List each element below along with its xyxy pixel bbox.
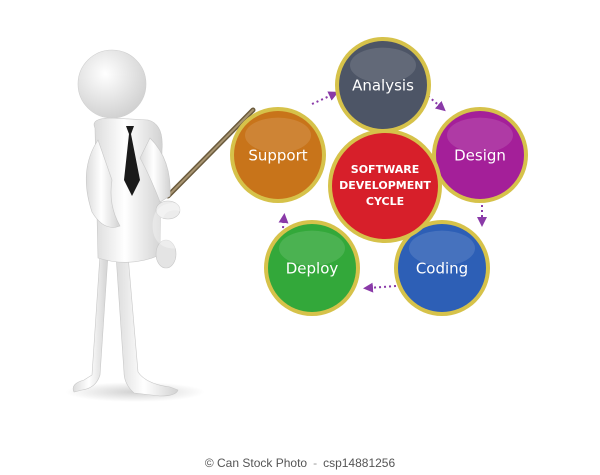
footer-credit: © Can Stock Photo - csp14881256: [0, 450, 600, 475]
node-label-coding: Coding: [416, 260, 468, 278]
hand: [155, 239, 177, 269]
node-circle-support: [234, 111, 322, 199]
cycle-arrow: [427, 95, 446, 112]
necktie: [124, 126, 140, 196]
left-arm: [85, 139, 121, 228]
footer-id: csp14881256: [323, 455, 396, 470]
node-label-analysis: Analysis: [352, 77, 414, 95]
center-label-line: CYCLE: [366, 195, 404, 208]
node-deploy: Deploy: [264, 220, 360, 316]
footer-separator: -: [313, 455, 318, 470]
footer-brand: © Can Stock Photo: [204, 455, 308, 470]
right-leg: [115, 254, 179, 397]
head: [77, 49, 147, 119]
cycle-arrow: [278, 213, 289, 239]
cycle-arrow: [311, 91, 339, 105]
node-circle-coding: [398, 224, 486, 312]
node-label-support: Support: [248, 147, 307, 165]
node-analysis: Analysis: [335, 37, 431, 133]
node-coding: Coding: [394, 220, 490, 316]
center-node: SOFTWARE DEVELOPMENT CYCLE: [328, 129, 442, 243]
node-label-deploy: Deploy: [286, 260, 339, 278]
center-circle: [332, 133, 438, 239]
left-leg: [72, 254, 109, 393]
center-label-line: DEVELOPMENT: [339, 179, 431, 192]
cycle-arrows: [278, 91, 487, 293]
right-arm: [139, 137, 171, 203]
node-design: Design: [432, 107, 528, 203]
presenter-figure: [65, 49, 256, 402]
cycle-arrow: [363, 282, 397, 293]
node-support: Support: [230, 107, 326, 203]
center-label-line: SOFTWARE: [351, 163, 419, 176]
node-circle-analysis: [339, 41, 427, 129]
node-circle-deploy: [268, 224, 356, 312]
node-label-design: Design: [454, 147, 506, 165]
cycle-nodes: Analysis Design Coding Deploy Support: [230, 37, 528, 316]
node-circle-design: [436, 111, 524, 199]
